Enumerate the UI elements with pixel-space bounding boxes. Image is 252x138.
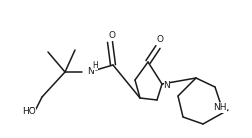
Text: HO: HO bbox=[22, 108, 36, 116]
Text: O: O bbox=[109, 30, 115, 39]
Text: N: N bbox=[164, 82, 170, 91]
Text: O: O bbox=[156, 35, 164, 44]
Text: H: H bbox=[92, 60, 98, 70]
Text: NH: NH bbox=[213, 104, 227, 112]
Text: N: N bbox=[87, 67, 93, 76]
Text: HO: HO bbox=[22, 108, 36, 116]
